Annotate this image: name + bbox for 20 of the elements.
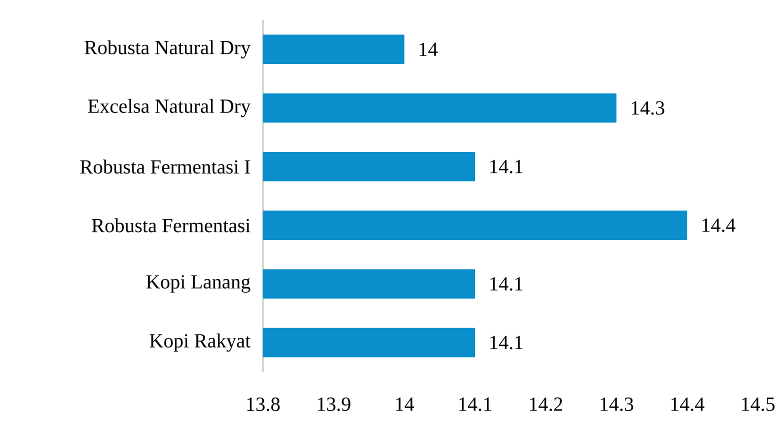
y-tick-label: Robusta Natural Dry (84, 40, 251, 58)
x-tick-label: 13.8 (247, 398, 280, 412)
data-label: 14.4 (702, 218, 736, 232)
x-tick-label: 14.1 (459, 398, 492, 412)
data-label: 14.1 (490, 336, 522, 350)
y-tick-label: Robusta Fermentasi (92, 218, 250, 232)
data-label: 14.1 (490, 277, 522, 291)
x-tick-label: 14.3 (600, 398, 634, 412)
x-tick-label: 14.5 (742, 398, 775, 412)
x-tick-label: 14.2 (530, 398, 562, 412)
y-tick-label: Excelsa Natural Dry (88, 98, 251, 118)
data-label: 14.3 (632, 101, 664, 115)
data-label: 14.1 (490, 160, 522, 174)
x-tick-label: 13.9 (318, 398, 350, 412)
x-tick-label: 14 (396, 398, 414, 411)
data-label: 14 (420, 42, 438, 56)
y-tick-label: Kopi Rakyat (150, 334, 251, 352)
y-tick-label: Kopi Lanang (146, 275, 250, 293)
x-tick-label: 14.4 (671, 398, 704, 412)
y-tick-label: Robusta Fermentasi I (80, 160, 250, 174)
